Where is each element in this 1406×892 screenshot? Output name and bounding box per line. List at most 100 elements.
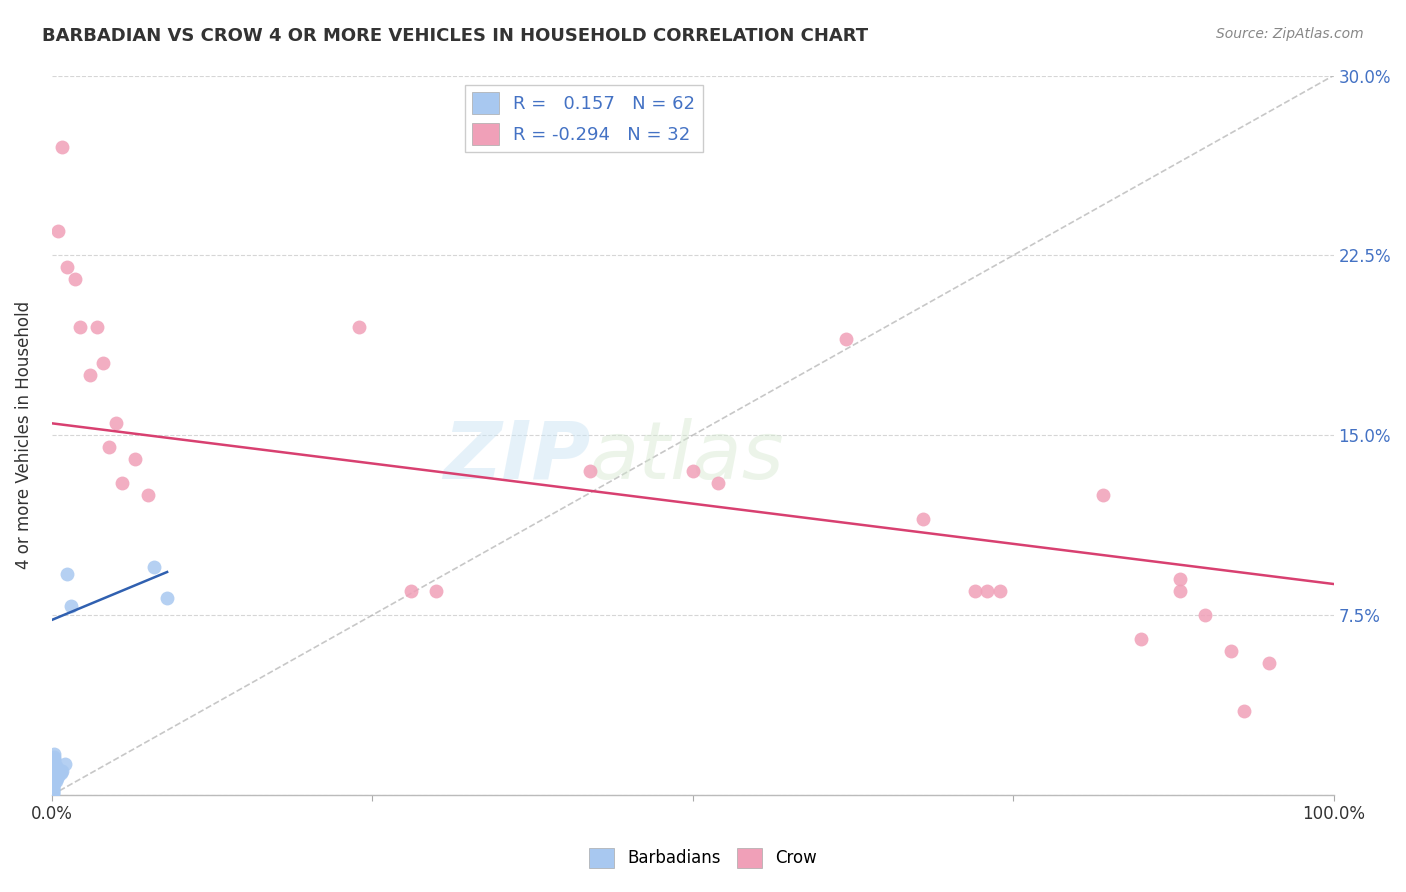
Legend: R =   0.157   N = 62, R = -0.294   N = 32: R = 0.157 N = 62, R = -0.294 N = 32 <box>465 85 703 152</box>
Point <box>45 769 67 783</box>
Point <box>59 599 82 613</box>
Point <box>579 464 602 478</box>
Point <box>835 332 858 346</box>
Point <box>48 766 70 780</box>
Point <box>425 584 447 599</box>
Point <box>53 756 76 771</box>
Point <box>79 368 101 383</box>
Point <box>42 772 65 786</box>
Point <box>56 567 79 582</box>
Point <box>1091 488 1114 502</box>
Point <box>51 140 73 154</box>
Point <box>42 772 65 786</box>
Point <box>42 773 65 788</box>
Point <box>44 752 66 766</box>
Point <box>42 756 65 771</box>
Point <box>42 766 65 780</box>
Point <box>42 786 65 800</box>
Point <box>46 766 69 780</box>
Point <box>45 773 67 788</box>
Legend: Barbadians, Crow: Barbadians, Crow <box>582 841 824 875</box>
Point <box>976 584 998 599</box>
Point <box>349 320 371 334</box>
Point <box>1168 572 1191 586</box>
Point <box>51 764 73 778</box>
Point <box>707 476 730 491</box>
Text: atlas: atlas <box>591 417 785 496</box>
Point <box>44 764 66 778</box>
Point <box>44 762 66 776</box>
Text: Source: ZipAtlas.com: Source: ZipAtlas.com <box>1216 27 1364 41</box>
Point <box>42 783 65 797</box>
Point <box>156 591 179 606</box>
Point <box>42 759 65 773</box>
Point <box>44 776 66 790</box>
Point <box>42 769 65 783</box>
Point <box>46 762 69 776</box>
Point <box>46 769 69 783</box>
Point <box>42 779 65 793</box>
Point <box>42 773 65 788</box>
Point <box>45 766 67 780</box>
Point <box>44 755 66 769</box>
Point <box>42 764 65 778</box>
Point <box>44 759 66 773</box>
Point <box>45 759 67 773</box>
Point <box>56 260 79 275</box>
Point <box>104 417 127 431</box>
Point <box>48 764 70 778</box>
Text: ZIP: ZIP <box>443 417 591 496</box>
Point <box>124 452 146 467</box>
Point <box>44 749 66 764</box>
Point <box>44 773 66 788</box>
Point <box>63 272 86 286</box>
Point <box>45 762 67 776</box>
Point <box>42 776 65 790</box>
Point <box>1168 584 1191 599</box>
Point <box>988 584 1011 599</box>
Point <box>49 766 72 780</box>
Point <box>42 786 65 800</box>
Point <box>42 762 65 776</box>
Text: BARBADIAN VS CROW 4 OR MORE VEHICLES IN HOUSEHOLD CORRELATION CHART: BARBADIAN VS CROW 4 OR MORE VEHICLES IN … <box>42 27 869 45</box>
Point <box>69 320 91 334</box>
Point <box>45 766 67 780</box>
Y-axis label: 4 or more Vehicles in Household: 4 or more Vehicles in Household <box>15 301 32 569</box>
Point <box>44 747 66 762</box>
Point <box>912 512 935 526</box>
Point <box>44 756 66 771</box>
Point <box>42 766 65 780</box>
Point <box>1130 632 1153 647</box>
Point <box>45 764 67 778</box>
Point <box>42 780 65 795</box>
Point <box>42 779 65 793</box>
Point <box>963 584 986 599</box>
Point <box>49 764 72 778</box>
Point <box>1258 656 1281 670</box>
Point <box>1194 608 1216 623</box>
Point <box>46 224 69 238</box>
Point <box>399 584 422 599</box>
Point <box>45 772 67 786</box>
Point <box>136 488 159 502</box>
Point <box>682 464 704 478</box>
Point <box>42 769 65 783</box>
Point <box>1220 644 1243 658</box>
Point <box>44 766 66 780</box>
Point <box>111 476 134 491</box>
Point <box>91 356 114 370</box>
Point <box>44 769 66 783</box>
Point <box>42 755 65 769</box>
Point <box>42 776 65 790</box>
Point <box>42 764 65 778</box>
Point <box>42 783 65 797</box>
Point <box>45 764 67 778</box>
Point <box>45 772 67 786</box>
Point <box>45 769 67 783</box>
Point <box>44 772 66 786</box>
Point <box>46 764 69 778</box>
Point <box>143 560 166 574</box>
Point <box>86 320 108 334</box>
Point <box>98 440 121 454</box>
Point <box>1233 704 1256 718</box>
